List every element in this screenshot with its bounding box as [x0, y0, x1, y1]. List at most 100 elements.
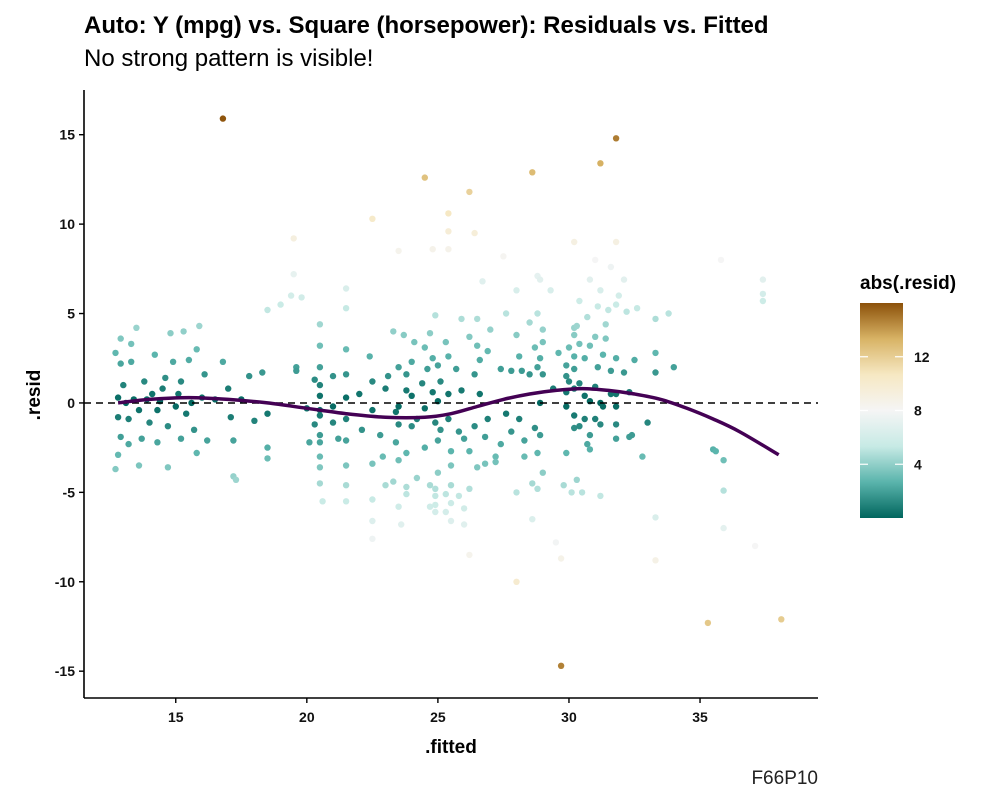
data-point [633, 305, 641, 312]
data-point [316, 464, 324, 471]
data-point [400, 331, 407, 339]
data-point [704, 619, 712, 627]
data-point [114, 451, 122, 458]
data-point [180, 328, 187, 335]
data-point [114, 394, 122, 401]
data-point [565, 378, 573, 385]
data-point [264, 455, 271, 462]
data-point [442, 508, 449, 516]
data-point [382, 482, 389, 489]
data-point [487, 326, 494, 333]
data-point [342, 285, 350, 292]
data-point [447, 499, 455, 507]
data-point [631, 356, 638, 364]
data-point [287, 292, 295, 299]
data-point [342, 346, 350, 353]
data-point [665, 310, 672, 317]
data-point [576, 297, 583, 305]
data-point [531, 424, 539, 432]
data-point [434, 437, 442, 444]
data-point [652, 557, 659, 564]
data-point [571, 238, 578, 246]
data-point [563, 449, 570, 457]
data-point [670, 364, 677, 371]
data-point [500, 253, 507, 260]
data-point [356, 390, 363, 398]
x-tick-label: 30 [561, 709, 577, 725]
data-point [329, 403, 337, 410]
data-point [534, 449, 541, 457]
data-point [432, 501, 439, 509]
data-point [251, 417, 258, 424]
data-point [445, 390, 452, 398]
data-point [424, 365, 431, 373]
data-point [759, 297, 767, 305]
data-point [196, 322, 203, 330]
x-tick-label: 35 [692, 709, 708, 725]
data-point [445, 353, 452, 360]
data-point [620, 276, 628, 283]
data-point [379, 453, 386, 460]
data-point [502, 410, 510, 417]
data-point [447, 482, 455, 489]
data-point [316, 342, 324, 349]
data-point [390, 478, 397, 485]
data-point [395, 403, 402, 410]
data-point [534, 310, 541, 317]
data-point [421, 344, 428, 351]
data-point [125, 415, 132, 423]
data-point [128, 340, 135, 348]
data-point [720, 524, 727, 532]
data-point [342, 437, 350, 444]
data-point [513, 331, 520, 339]
data-point [615, 292, 622, 299]
data-point [342, 498, 350, 505]
data-point [518, 367, 525, 374]
data-point [474, 315, 481, 323]
data-point [259, 369, 266, 376]
data-point [293, 367, 300, 374]
data-point [403, 449, 410, 457]
data-point [536, 355, 544, 362]
data-point [576, 380, 583, 387]
data-point [316, 431, 324, 439]
data-point [455, 492, 463, 500]
data-point [434, 469, 442, 476]
data-point [426, 482, 434, 489]
data-point [447, 517, 455, 525]
data-point [369, 406, 376, 414]
data-point [720, 487, 727, 494]
data-point [306, 439, 313, 446]
data-point [369, 460, 376, 467]
data-point [432, 508, 439, 516]
data-point [316, 381, 324, 389]
data-point [521, 437, 528, 444]
data-point [536, 276, 544, 283]
data-point [597, 492, 604, 500]
data-point [578, 489, 586, 496]
data-point [529, 169, 536, 176]
y-tick-label: 0 [67, 395, 75, 411]
data-point [652, 514, 659, 521]
data-point [429, 246, 436, 253]
data-point [599, 351, 607, 358]
data-point [592, 333, 599, 340]
y-tick-label: -5 [63, 484, 76, 500]
data-point [369, 215, 376, 222]
data-point [484, 415, 491, 423]
data-point [290, 271, 297, 278]
data-point [531, 344, 539, 351]
smooth-curve [117, 386, 780, 457]
data-point [471, 371, 478, 378]
data-point [232, 476, 240, 483]
data-point [177, 435, 185, 442]
data-point [539, 338, 546, 346]
data-point [316, 412, 324, 419]
data-point [539, 371, 546, 378]
data-point [342, 462, 350, 469]
y-tick-label: -10 [55, 574, 75, 590]
data-point [167, 330, 174, 337]
data-point [592, 415, 599, 423]
data-point [712, 448, 719, 455]
data-point [219, 358, 227, 365]
